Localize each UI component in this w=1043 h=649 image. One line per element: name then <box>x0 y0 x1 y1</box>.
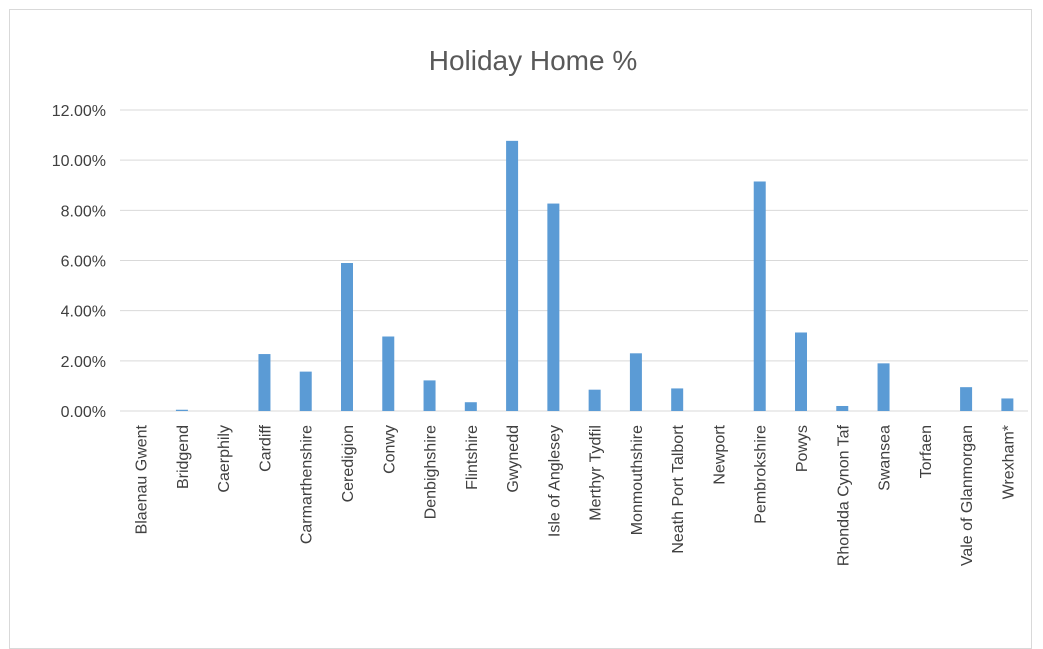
x-category-label: Blaenau Gwent <box>134 424 151 534</box>
bar <box>464 402 477 411</box>
bar <box>960 387 973 411</box>
x-category-label: Wrexham* <box>1000 425 1017 499</box>
x-category-label: Cardiff <box>257 424 274 471</box>
bar <box>175 409 188 411</box>
y-tick-label: 8.00% <box>61 203 106 220</box>
bar <box>382 336 395 411</box>
bar <box>671 388 684 411</box>
y-tick-label: 6.00% <box>61 254 106 271</box>
x-category-label: Bridgend <box>175 425 192 489</box>
x-category-label: Neath Port Talbort <box>670 424 687 553</box>
x-category-label: Newport <box>711 424 728 484</box>
x-category-label: Ceredigion <box>340 425 357 502</box>
bar <box>299 371 312 411</box>
y-axis-tick-labels: 0.00% 2.00% 4.00% 6.00% 8.00% 10.00% 12.00% <box>52 103 106 421</box>
bar <box>341 263 353 411</box>
bar <box>836 405 849 411</box>
x-category-label: Flintshire <box>464 425 481 490</box>
chart-frame <box>9 9 1032 649</box>
x-category-label: Gwynedd <box>505 425 522 493</box>
bar <box>877 363 890 411</box>
bar <box>1001 398 1014 411</box>
x-category-label: Merthyr Tydfil <box>588 425 605 521</box>
x-category-label: Powys <box>794 425 811 472</box>
bar <box>588 389 601 411</box>
x-category-label: Caerphily <box>216 425 233 493</box>
y-tick-label: 12.00% <box>52 103 106 120</box>
y-tick-label: 10.00% <box>52 153 106 170</box>
x-category-label: Vale of Glanmorgan <box>959 425 976 566</box>
bar <box>258 354 271 411</box>
bar <box>629 353 642 411</box>
chart-title: Holiday Home % <box>429 45 638 76</box>
gridlines <box>120 109 1028 412</box>
bar <box>506 140 519 412</box>
x-category-label: Denbighshire <box>423 425 440 519</box>
x-category-label: Conwy <box>381 425 398 474</box>
bar <box>423 380 436 411</box>
x-category-label: Swansea <box>877 425 894 491</box>
bar <box>547 203 560 411</box>
x-category-label: Rhondda Cynon Taf <box>835 424 852 566</box>
y-tick-label: 2.00% <box>61 354 106 371</box>
x-category-label: Monmouthshire <box>629 425 646 535</box>
x-category-label: Isle of Anglesey <box>546 425 563 537</box>
bar <box>753 181 766 411</box>
bars <box>175 140 1014 412</box>
bar <box>795 332 807 411</box>
y-tick-label: 0.00% <box>61 404 106 421</box>
x-axis-category-labels: Blaenau Gwent Bridgend Caerphily Cardiff Car… <box>134 424 1018 566</box>
x-category-label: Pembrokshire <box>753 425 770 524</box>
x-category-label: Torfaen <box>918 425 935 478</box>
bar-chart: Holiday Home % 0.00% 2.00% 4.00% 6.00% 8.00%… <box>52 45 1028 566</box>
x-category-label: Carmarthenshire <box>299 425 316 544</box>
y-tick-label: 4.00% <box>61 304 106 321</box>
